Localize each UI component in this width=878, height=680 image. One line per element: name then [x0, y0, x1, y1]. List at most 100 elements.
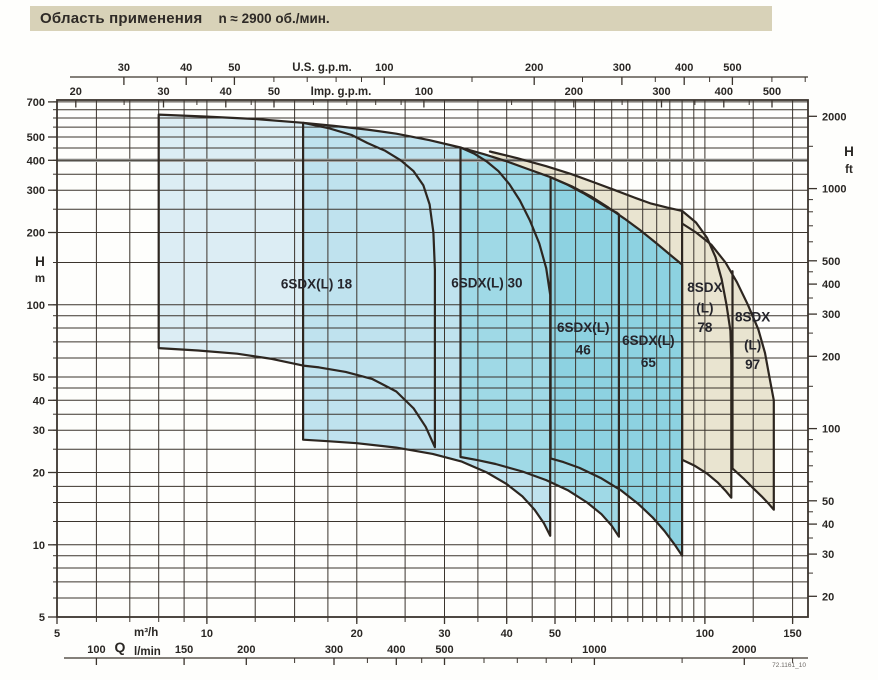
chart-title-bar: Область применения n ≈ 2900 об./мин. [30, 6, 772, 31]
left-tick-label: 400 [27, 155, 45, 167]
lmin-tick-label: 150 [175, 644, 193, 656]
region-label-8sdx97: 97 [745, 357, 760, 372]
left-tick-label: 100 [27, 300, 45, 312]
left-axis-unit: m [35, 273, 45, 285]
left-tick-label: 300 [27, 185, 45, 197]
region-label-8sdx78: (L) [696, 300, 713, 315]
lmin-tick-label: 2000 [732, 644, 756, 656]
lmin-tick-label: 400 [387, 644, 405, 656]
right-axis-unit: ft [845, 164, 853, 176]
right-tick-label: 400 [822, 279, 840, 291]
left-tick-label: 200 [27, 228, 45, 240]
lmin-tick-label: 500 [435, 644, 453, 656]
m3h-tick-label: 10 [201, 628, 213, 640]
us-gpm-tick-label: 50 [228, 62, 240, 74]
m3h-tick-label: 40 [501, 628, 513, 640]
chart-title: Область применения [40, 10, 203, 27]
us-gpm-tick-label: 500 [723, 62, 741, 74]
region-label-6sdx30: 6SDX(L) 30 [451, 276, 522, 291]
region-label-8sdx97: (L) [744, 338, 761, 353]
us-gpm-tick-label: 400 [675, 62, 693, 74]
region-6sdx65-outline [549, 176, 684, 557]
m3h-tick-label: 30 [438, 628, 450, 640]
drawing-number: 72.1161_10 [772, 662, 806, 669]
right-tick-label: 200 [822, 351, 840, 363]
region-label-6sdx65: 6SDX(L) [622, 333, 675, 348]
region-label-6sdx46: 6SDX(L) [557, 320, 610, 335]
m3h-tick-label: 150 [783, 628, 801, 640]
imp-gpm-tick-label: 300 [652, 86, 670, 98]
right-tick-label: 300 [822, 309, 840, 321]
lmin-tick-label: 200 [237, 644, 255, 656]
region-8sdx78-outline [488, 150, 733, 499]
region-6sdx18-outline [157, 113, 436, 449]
m3h-tick-label: 50 [549, 628, 561, 640]
us-gpm-tick-label: 300 [613, 62, 631, 74]
right-tick-label: 40 [822, 519, 834, 531]
region-label-6sdx65: 65 [641, 355, 657, 370]
left-axis-title: H [35, 254, 45, 269]
us-gpm-tick-label: 30 [118, 62, 130, 74]
left-tick-label: 10 [33, 540, 45, 552]
m3h-tick-label: 100 [696, 628, 714, 640]
imp-gpm-tick-label: 500 [763, 86, 781, 98]
region-fills [158, 114, 774, 556]
chart-title-speed: n ≈ 2900 об./мин. [218, 11, 330, 26]
q-caption: Q [115, 639, 126, 655]
region-6sdx46-outline [459, 146, 620, 538]
us-gpm-tick-label: 100 [375, 62, 393, 74]
region-label-8sdx78: 8SDX [687, 280, 722, 295]
axis-top-impgpm: 20 30 40 50 100 200 300 400 500 Imp. g.p.m. [70, 86, 781, 108]
left-tick-label: 30 [33, 425, 45, 437]
region-label-8sdx97: 8SDX [735, 310, 770, 325]
axis-left-m: 700 500 400 300 200 100 50 40 30 20 10 5 Hm [27, 97, 57, 624]
lmin-tick-label: 100 [87, 644, 105, 656]
imp-gpm-tick-label: 30 [157, 86, 169, 98]
right-tick-label: 1000 [822, 184, 846, 196]
region-6sdx65-fill [550, 177, 683, 556]
axis-bottom-lmin: 100 150 200 300 400 500 1000 2000 [64, 644, 808, 665]
right-tick-label: 500 [822, 256, 840, 268]
imp-gpm-tick-label: 20 [70, 86, 82, 98]
imp-gpm-tick-label: 400 [715, 86, 733, 98]
region-outlines [157, 113, 775, 557]
q-unit-lmin: l/min [134, 646, 161, 658]
imp-gpm-tick-label: 40 [220, 86, 232, 98]
lmin-tick-label: 1000 [582, 644, 606, 656]
axis-right-ft: 20 30 40 50 100 200 300 400 500 1000 2000 Hft [808, 111, 854, 603]
q-axis-caption: Qm³/h l/min [115, 627, 161, 658]
region-8sdx97-outline [681, 222, 775, 511]
left-tick-label: 50 [33, 372, 45, 384]
m3h-tick-label: 20 [351, 628, 363, 640]
lmin-tick-label: 300 [325, 644, 343, 656]
left-tick-label: 700 [27, 97, 45, 109]
left-tick-label: 20 [33, 468, 45, 480]
imp-gpm-tick-label: 100 [415, 86, 433, 98]
q-unit-m3h: m³/h [134, 627, 158, 639]
us-gpm-tick-label: 200 [525, 62, 543, 74]
imp-gpm-tick-label: 200 [565, 86, 583, 98]
left-tick-label: 5 [39, 612, 45, 624]
right-tick-label: 2000 [822, 111, 846, 123]
right-tick-label: 20 [822, 591, 834, 603]
us-gpm-tick-label: 40 [180, 62, 192, 74]
imp-gpm-caption: Imp. g.p.m. [311, 86, 372, 98]
region-label-6sdx46: 46 [576, 343, 592, 358]
m3h-tick-label: 5 [54, 628, 60, 640]
right-tick-label: 100 [822, 424, 840, 436]
left-tick-label: 500 [27, 132, 45, 144]
region-labels: 6SDX(L) 18 6SDX(L) 30 6SDX(L) 46 6SDX(L) 65 8S… [281, 276, 770, 373]
axis-bottom-m3h: 5 10 20 30 40 50 100 150 [54, 617, 802, 640]
left-tick-label: 40 [33, 395, 45, 407]
region-label-6sdx18: 6SDX(L) 18 [281, 276, 353, 291]
region-label-8sdx78: 78 [697, 320, 713, 335]
imp-gpm-tick-label: 50 [268, 86, 280, 98]
right-tick-label: 30 [822, 549, 834, 561]
us-gpm-caption: U.S. g.p.m. [292, 62, 351, 74]
right-axis-title: H [844, 144, 854, 159]
axis-top-usgpm: 30 40 50 100 200 300 400 500 U.S. g.p.m. [70, 62, 808, 85]
region-6sdx30-outline [302, 121, 552, 537]
